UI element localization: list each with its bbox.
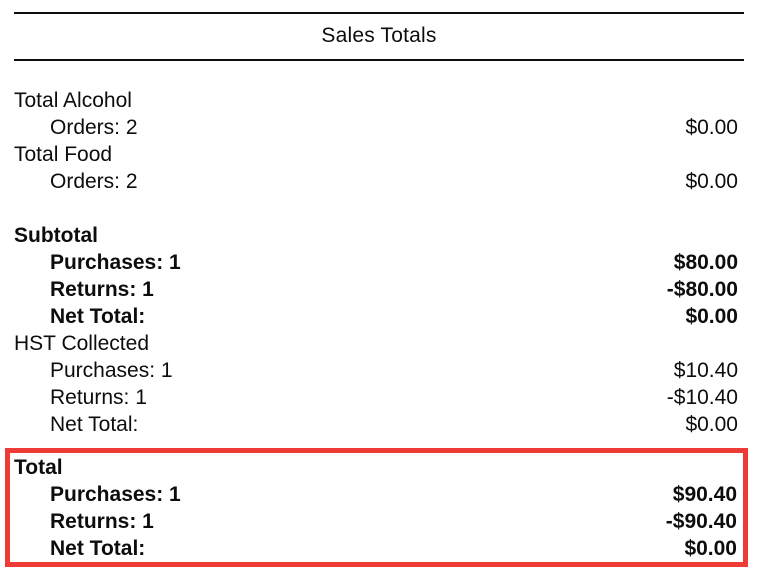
line-item-label: Purchases: 1 (50, 483, 181, 506)
line-item-label: Returns: 1 (50, 278, 154, 301)
section-subtotal: Subtotal Purchases: 1 $80.00 Returns: 1 … (14, 222, 744, 330)
total-highlight-box: Total Purchases: 1 $90.40 Returns: 1 -$9… (5, 448, 748, 567)
line-item-value: $0.00 (685, 413, 738, 436)
header-rule-bottom (14, 59, 744, 61)
line-item-row: Returns: 1 -$80.00 (14, 276, 744, 303)
section-heading: Subtotal (14, 224, 98, 247)
line-item-row: Net Total: $0.00 (14, 303, 744, 330)
section-total: Total Purchases: 1 $90.40 Returns: 1 -$9… (14, 454, 743, 562)
line-item-label: Purchases: 1 (50, 359, 173, 382)
header-rule-top (14, 12, 744, 14)
section-total-alcohol: Total Alcohol Orders: 2 $0.00 (14, 87, 744, 141)
line-item-value: $0.00 (685, 170, 738, 193)
line-item-row: Orders: 2 $0.00 (14, 168, 744, 195)
line-item-value: $90.40 (672, 483, 737, 506)
line-item-label: Net Total: (50, 305, 146, 328)
line-item-label: Net Total: (50, 537, 146, 560)
line-item-value: -$90.40 (665, 510, 737, 533)
line-item-label: Returns: 1 (50, 386, 147, 409)
line-item-row: Purchases: 1 $80.00 (14, 249, 744, 276)
line-item-value: -$10.40 (666, 386, 738, 409)
line-item-label: Orders: 2 (50, 170, 138, 193)
line-item-row: Returns: 1 -$10.40 (14, 384, 744, 411)
line-item-label: Orders: 2 (50, 116, 138, 139)
line-item-value: -$80.00 (666, 278, 738, 301)
line-item-row: Purchases: 1 $10.40 (14, 357, 744, 384)
line-item-value: $0.00 (685, 305, 738, 328)
line-item-row: Returns: 1 -$90.40 (14, 508, 743, 535)
section-heading: Total Food (14, 143, 113, 166)
line-item-value: $10.40 (673, 359, 738, 382)
section-hst-collected: HST Collected Purchases: 1 $10.40 Return… (14, 330, 744, 438)
line-item-row: Orders: 2 $0.00 (14, 114, 744, 141)
line-item-label: Net Total: (50, 413, 139, 436)
section-heading: HST Collected (14, 332, 150, 355)
line-item-value: $0.00 (684, 537, 737, 560)
line-item-value: $80.00 (673, 251, 738, 274)
line-item-label: Purchases: 1 (50, 251, 181, 274)
line-item-label: Returns: 1 (50, 510, 154, 533)
section-total-food: Total Food Orders: 2 $0.00 (14, 141, 744, 195)
report-title: Sales Totals (321, 24, 437, 47)
section-heading: Total (14, 456, 63, 479)
line-item-row: Net Total: $0.00 (14, 411, 744, 438)
line-item-row: Net Total: $0.00 (14, 535, 743, 562)
line-item-row: Purchases: 1 $90.40 (14, 481, 743, 508)
section-heading: Total Alcohol (14, 89, 132, 112)
line-item-value: $0.00 (685, 116, 738, 139)
